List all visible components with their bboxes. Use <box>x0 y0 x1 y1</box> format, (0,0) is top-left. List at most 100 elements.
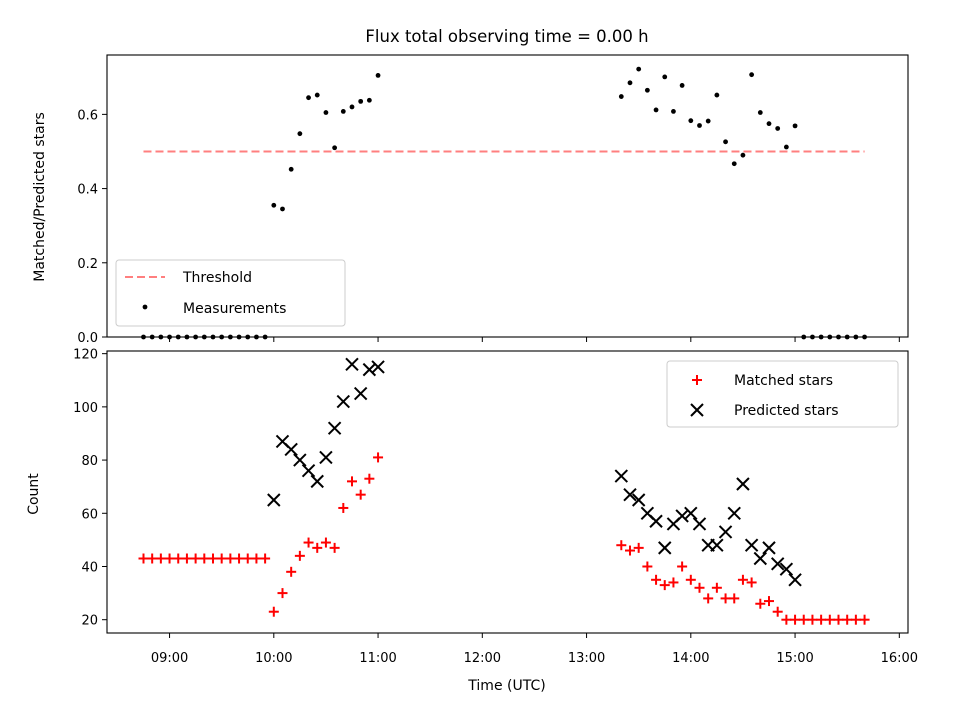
matched-star-point <box>164 553 175 564</box>
matched-star-point <box>720 593 731 604</box>
predicted-star-point <box>623 487 637 502</box>
matched-star-point <box>181 553 192 564</box>
matched-star-point <box>312 542 323 553</box>
matched-star-point <box>798 614 809 625</box>
matched-star-point <box>790 614 801 625</box>
x-tick-label: 13:00 <box>568 651 605 666</box>
top-y-tick-label: 0.0 <box>77 331 98 346</box>
top-y-tick-label: 0.4 <box>77 183 98 198</box>
matched-star-point <box>373 452 384 463</box>
predicted-star-point <box>371 360 385 374</box>
matched-star-point <box>190 553 201 564</box>
bottom-y-tick-label: 120 <box>73 348 98 363</box>
measurement-point <box>671 109 676 114</box>
predicted-star-point <box>327 421 342 435</box>
matched-star-point <box>711 582 722 593</box>
matched-star-point <box>277 588 288 599</box>
chart-title: Flux total observing time = 0.00 h <box>365 27 648 46</box>
bottom-legend: Matched stars Predicted stars <box>666 360 899 428</box>
bottom-y-tick-label: 40 <box>81 560 98 575</box>
predicted-star-point <box>336 394 351 409</box>
bottom-y-tick-label: 20 <box>81 614 98 629</box>
measurement-point <box>731 161 737 167</box>
matched-star-point <box>616 540 627 551</box>
predicted-star-point <box>362 362 377 377</box>
measurements-legend-swatch <box>142 304 148 310</box>
bottom-y-tick-label: 60 <box>81 507 98 522</box>
matched-star-point <box>685 574 696 585</box>
matched-star-point <box>338 502 349 513</box>
measurement-point <box>627 80 633 86</box>
measurement-point <box>332 145 338 151</box>
x-tick-label: 15:00 <box>776 651 813 666</box>
matched-star-point <box>147 553 158 564</box>
predicted-star-point <box>727 506 741 520</box>
measurement-point <box>697 123 702 128</box>
top-y-tick-label: 0.6 <box>77 108 98 123</box>
bottom-y-tick-label: 100 <box>73 401 98 416</box>
predicted-star-point <box>293 453 307 467</box>
measurement-point <box>349 104 355 110</box>
predicted-star-point <box>762 541 776 555</box>
measurements-legend-label: Measurements <box>183 301 286 317</box>
measurement-point <box>618 94 624 99</box>
measurement-point <box>297 131 303 137</box>
matched-star-point <box>155 553 166 564</box>
matched-star-point <box>624 545 635 556</box>
top-legend: Threshold Measurements <box>115 259 346 327</box>
matched-star-point <box>746 577 757 588</box>
matched-legend-swatch <box>692 375 702 385</box>
matched-star-point <box>320 537 331 548</box>
matched-star-point <box>346 476 357 487</box>
top-y-tick-label: 0.2 <box>77 257 98 272</box>
matched-star-point <box>633 542 644 553</box>
matched-star-point <box>755 598 766 609</box>
top-panel: Flux total observing time = 0.00 h 0.0 0.… <box>32 27 909 346</box>
measurement-point <box>792 123 798 129</box>
measurement-point <box>644 87 650 93</box>
matched-star-point <box>816 614 827 625</box>
measurement-point <box>366 97 372 103</box>
predicted-star-point <box>744 538 759 552</box>
matched-star-point <box>668 577 679 588</box>
predicted-star-point <box>345 357 359 372</box>
matched-star-point <box>173 553 184 564</box>
matched-star-point <box>216 553 227 564</box>
bottom-y-tick-label: 80 <box>81 454 98 469</box>
predicted-star-point <box>267 493 281 507</box>
measurement-point <box>271 202 277 208</box>
measurement-point <box>375 73 381 78</box>
bottom-panel: 09:00 10:00 11:00 12:00 13:00 14:00 15:00 16:00… <box>26 348 918 694</box>
measurement-point <box>714 92 720 98</box>
x-tick-label: 09:00 <box>151 651 188 666</box>
predicted-star-point <box>614 469 629 483</box>
matched-star-point <box>694 582 705 593</box>
threshold-legend-label: Threshold <box>182 270 252 286</box>
matched-star-point <box>763 596 774 607</box>
matched-star-point <box>138 553 149 564</box>
x-tick-label: 14:00 <box>672 651 709 666</box>
measurement-point <box>306 95 311 101</box>
measurement-point <box>783 144 789 150</box>
matched-star-point <box>329 542 340 553</box>
x-tick-label: 12:00 <box>464 651 501 666</box>
bottom-legend-box <box>666 360 899 428</box>
predicted-star-point <box>718 525 733 539</box>
predicted-star-point <box>353 386 368 401</box>
matched-star-point <box>772 606 783 617</box>
matched-star-point <box>729 593 740 604</box>
matched-star-point <box>364 473 375 484</box>
matched-star-point <box>833 614 844 625</box>
x-tick-label: 11:00 <box>359 651 396 666</box>
predicted-star-point <box>658 541 672 555</box>
measurement-point <box>749 72 755 78</box>
x-tick-label: 10:00 <box>255 651 292 666</box>
matched-star-point <box>642 561 653 572</box>
x-tick-label: 16:00 <box>881 651 918 666</box>
matched-star-point <box>207 553 218 564</box>
measurement-point <box>323 110 329 115</box>
matched-star-point <box>294 550 305 561</box>
measurement-point <box>775 126 781 131</box>
matched-star-point <box>286 566 297 577</box>
matched-star-point <box>651 574 662 585</box>
